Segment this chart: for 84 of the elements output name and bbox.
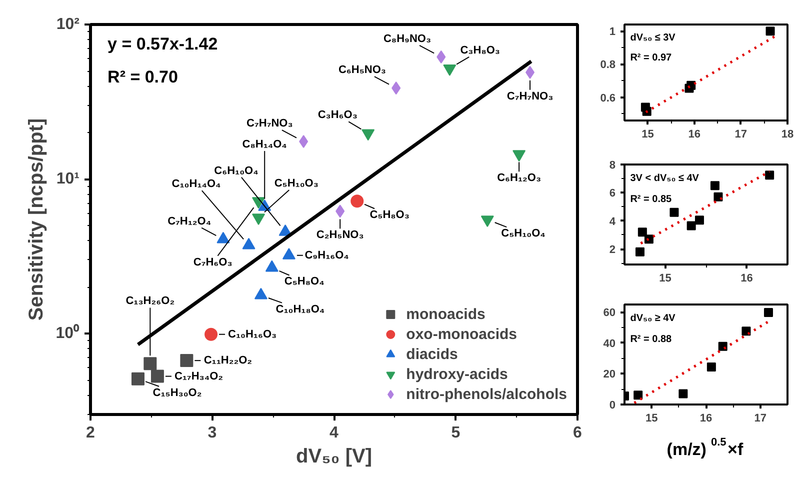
legend-label: oxo-monoacids — [406, 325, 518, 343]
y-tick-label: 60 — [603, 307, 616, 320]
annotation: C₇H₇NO₃ — [246, 118, 293, 130]
point — [710, 181, 720, 190]
y-tick-label: 8 — [609, 160, 616, 172]
point — [635, 247, 644, 256]
x-tick-label: 4 — [330, 424, 339, 442]
x-tick-label: 16 — [700, 412, 712, 424]
x-tick-label: 16 — [688, 128, 700, 140]
point — [764, 308, 773, 317]
y-tick-label: 6 — [609, 188, 616, 200]
point — [742, 326, 751, 336]
annotation: C₉H₁₆O₄ — [304, 249, 349, 262]
y-tick-label: 20 — [603, 368, 616, 381]
y-axis-title: Sensitivity [ncps/ppt] — [26, 118, 48, 321]
x-tick-label: 15 — [642, 128, 654, 140]
annotation: C₁₀H₁₄O₄ — [172, 178, 221, 190]
annotation: C₅H₈O₃ — [370, 209, 410, 222]
annotation: C₁₀H₁₈O₄ — [276, 303, 325, 316]
point — [714, 192, 723, 202]
x-tick-label: 15 — [646, 412, 658, 424]
point — [634, 390, 643, 400]
point — [670, 208, 679, 217]
annotation: C₇H₁₂O₄ — [168, 215, 212, 228]
point — [766, 26, 775, 36]
y-tick-label: 2 — [609, 244, 616, 256]
legend-label: diacids — [406, 345, 458, 363]
annotation: R² = 0.97 — [630, 52, 672, 64]
point — [765, 170, 774, 180]
y-tick-label: 4 — [609, 216, 616, 228]
point — [686, 221, 696, 230]
x-axis-title: dV₅₀ [V] — [296, 446, 372, 468]
annotation: C₇H₆O₃ — [193, 256, 232, 268]
annotation: C₁₇H₃₄O₂ — [174, 370, 224, 382]
annotation: C₅H₁₀O₄ — [501, 228, 546, 240]
y-tick-label: 1 — [609, 26, 616, 38]
annotation: dV₅₀ ≤ 3V — [630, 32, 676, 44]
legend-label: hydroxy-acids — [406, 365, 508, 383]
annotation: 3V < dV₅₀ ≤ 4V — [630, 173, 700, 184]
y-tick-label: 0.6 — [600, 92, 616, 104]
x-tick-label: 6 — [573, 424, 582, 442]
annotation: C₂H₅NO₃ — [316, 229, 364, 242]
annotation: R² = 0.88 — [630, 334, 672, 345]
x-tick-label: 5 — [451, 424, 460, 442]
y-tick-label: 40 — [603, 338, 616, 350]
annotation: C₆H₅NO₃ — [338, 64, 386, 76]
annotation: C₁₅H₃₀O₂ — [152, 386, 202, 399]
annotation: R² = 0.70 — [108, 68, 178, 87]
x-tick-label: 16 — [740, 272, 753, 284]
annotation: C₁₃H₂₆O₂ — [126, 295, 175, 308]
point — [694, 216, 704, 225]
annotation: C₈H₁₄O₄ — [242, 138, 287, 150]
legend-label: monoacids — [406, 305, 486, 323]
annotation: C₇H₇NO₃ — [506, 90, 554, 102]
x-tick-label: 2 — [86, 424, 96, 442]
annotation: C₈H₉NO₃ — [383, 32, 432, 45]
annotation: dV₅₀ ≥ 4V — [630, 313, 676, 324]
x-tick-label: 18 — [781, 128, 794, 140]
legend-label: nitro-phenols/alcohols — [406, 385, 567, 403]
point — [718, 342, 728, 351]
point — [638, 228, 647, 237]
x-tick-label: 15 — [659, 272, 672, 284]
annotation: C₅H₈O₄ — [284, 276, 324, 288]
y-tick-label: 0.8 — [600, 59, 616, 72]
annotation: C₁₀H₁₆O₃ — [228, 328, 277, 340]
point — [644, 234, 654, 244]
annotation: C₁₁H₂₂O₂ — [204, 354, 252, 367]
y-tick-label: 10¹ — [56, 170, 80, 188]
annotation: y = 0.57x-1.42 — [108, 34, 218, 54]
annotation: C₆H₁₂O₃ — [497, 172, 542, 184]
point — [706, 362, 716, 372]
annotation: C₅H₁₀O₃ — [274, 178, 318, 190]
y-tick-label: 10⁰ — [56, 324, 80, 342]
point — [678, 389, 688, 398]
annotation: R² = 0.85 — [630, 194, 672, 205]
point — [642, 106, 652, 116]
annotation: C₃H₆O₃ — [318, 109, 358, 122]
annotation: C₆H₁₀O₄ — [214, 164, 258, 177]
annotation: C₃H₈O₃ — [460, 44, 500, 56]
x-tick-label: 3 — [208, 424, 217, 442]
x-tick-label: 17 — [734, 128, 748, 140]
y-tick-label: 0 — [609, 400, 616, 412]
x-tick-label: 17 — [754, 412, 766, 424]
y-tick-label: 10² — [56, 16, 80, 33]
